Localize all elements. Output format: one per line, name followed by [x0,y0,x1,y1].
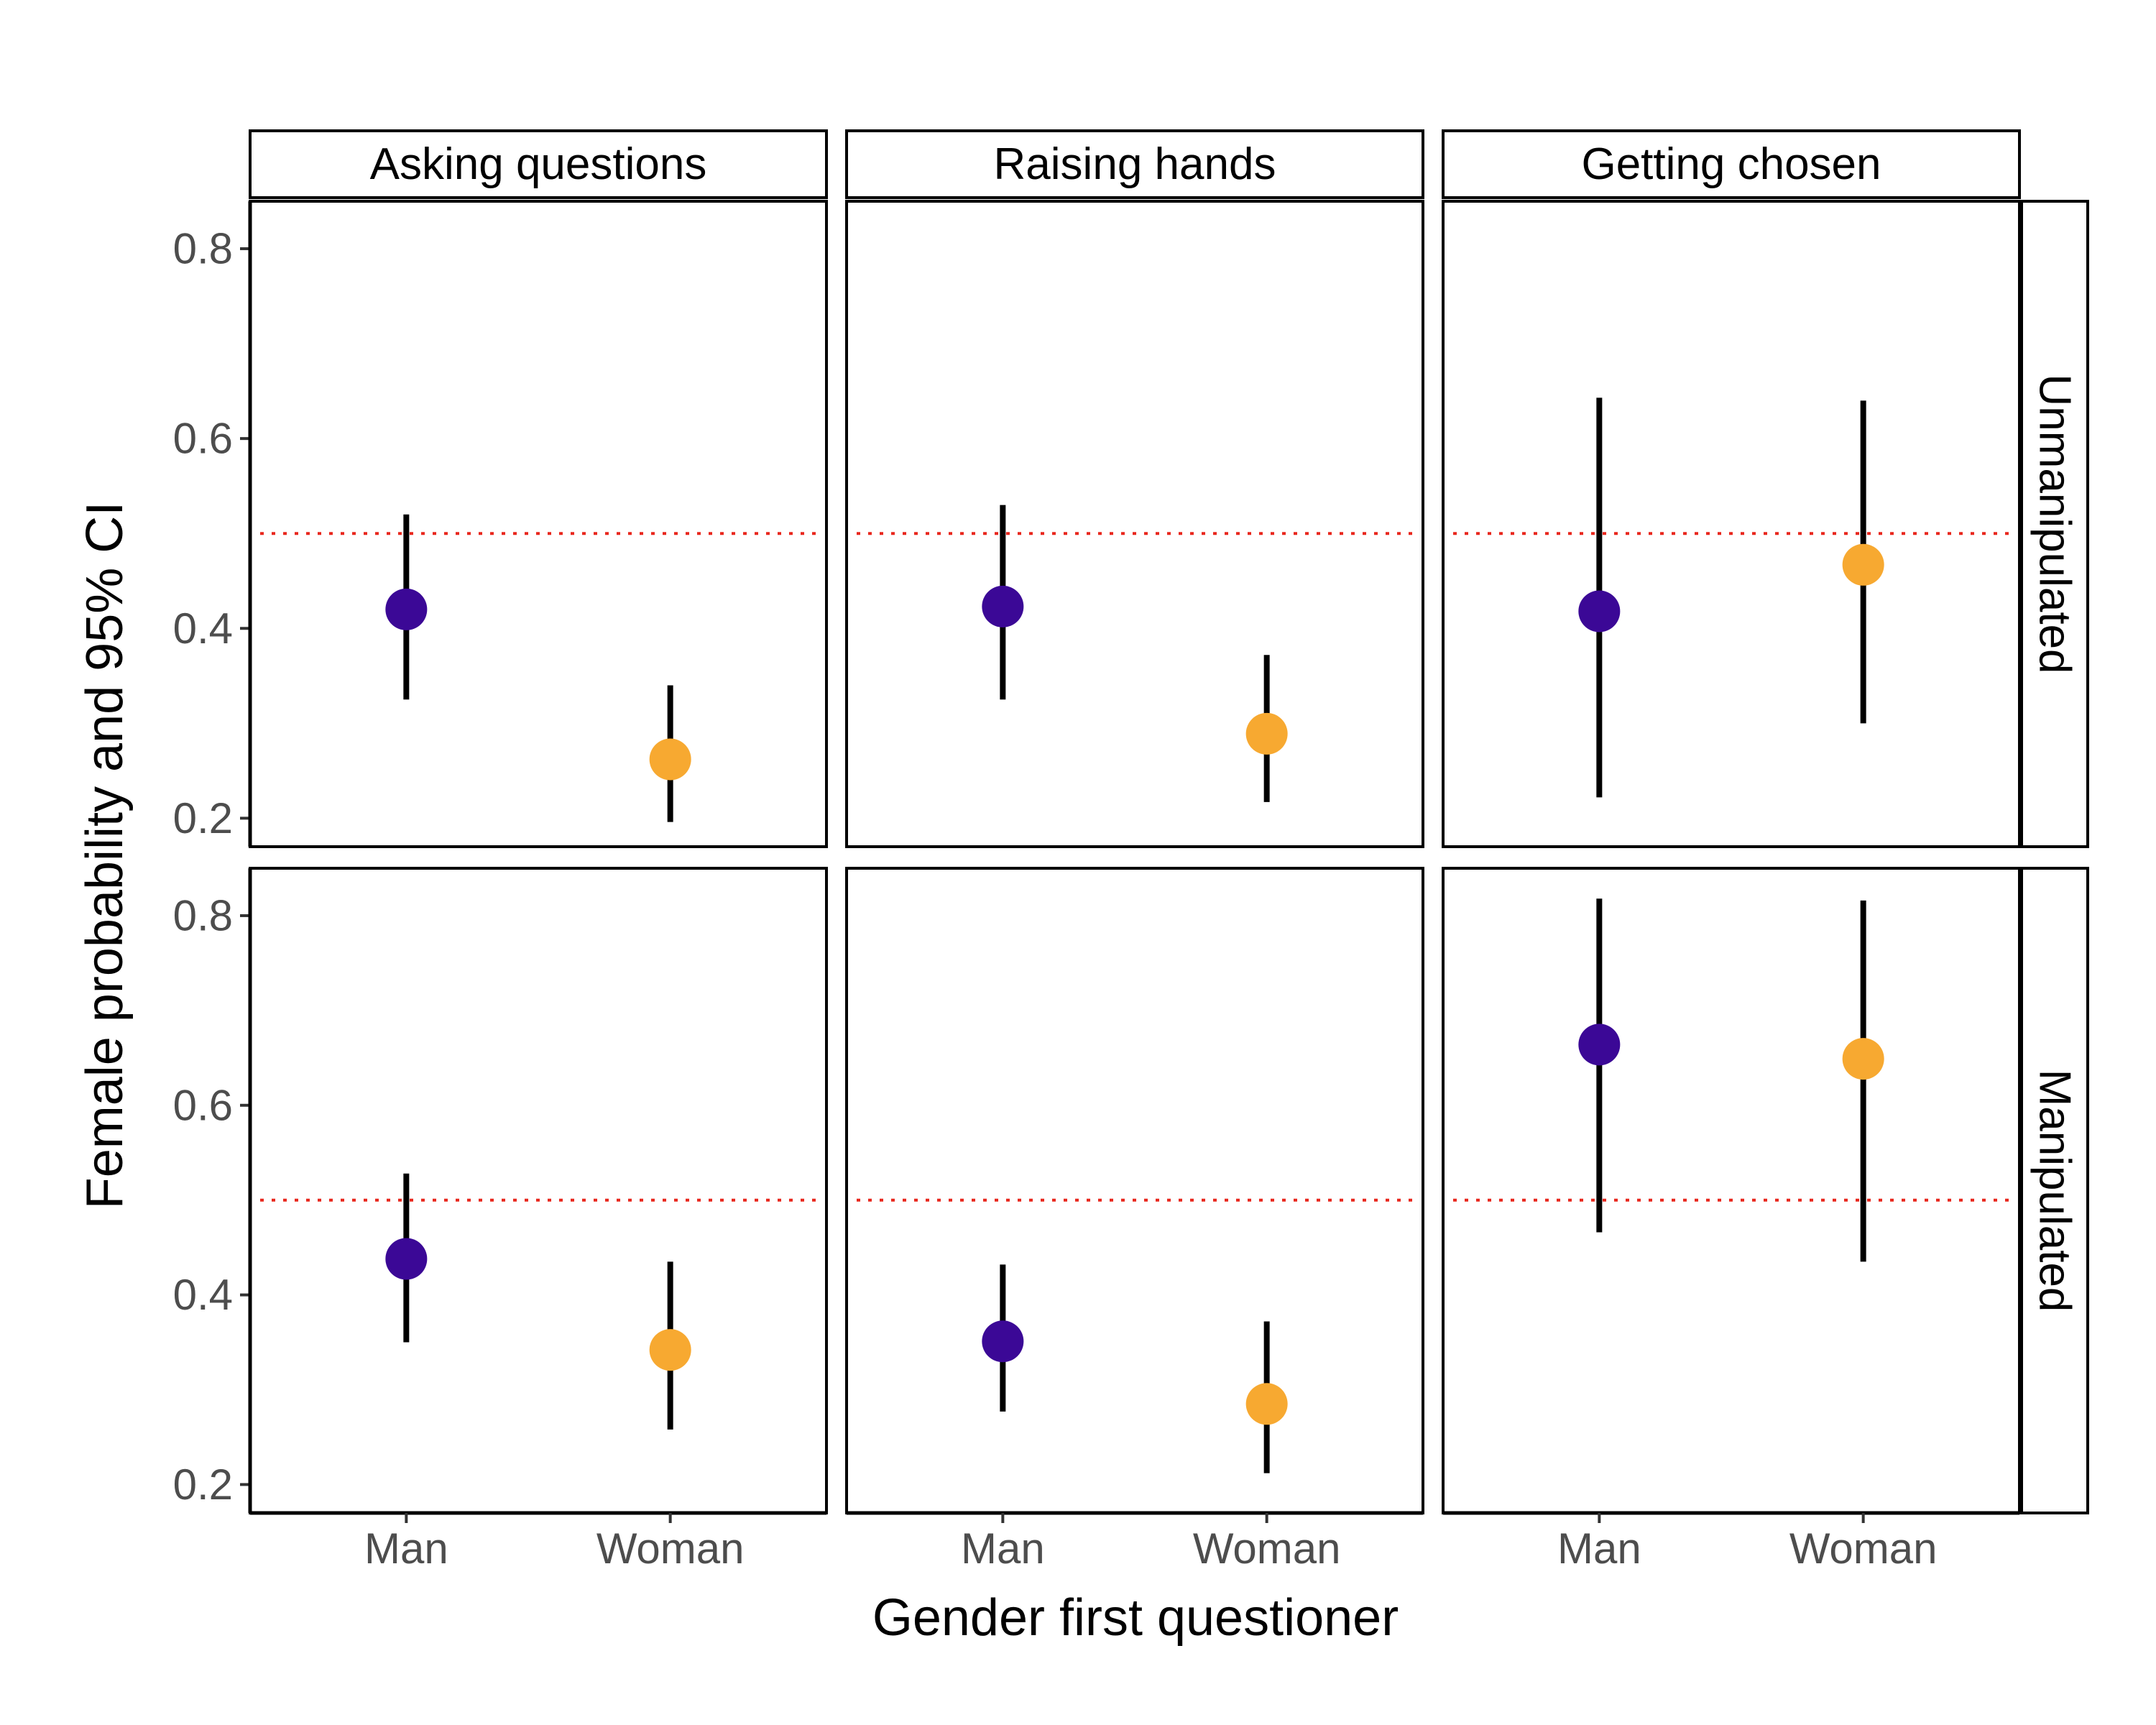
panel-getting-chosen-unmanipulated [1442,200,2021,848]
x-tick-label: Man [1557,1524,1641,1573]
point-woman [1842,1038,1884,1080]
col-strip-box [249,129,828,199]
y-tick-label: 0.8 [173,891,233,939]
y-tick-label: 0.2 [173,1460,233,1509]
panel-asking-questions-manipulated [249,867,828,1514]
x-tick-label: Man [364,1524,448,1573]
point-man [385,588,428,630]
point-man [1578,1024,1621,1066]
axes: 0.2 0.4 0.6 0.8 0.2 0.4 0.6 0.8 Man Woman Man Woman… [173,201,2019,1573]
y-axis-title: Female probability and 95% CI [76,502,134,1210]
row-strip-box [2020,200,2089,848]
panel-border [249,867,828,1514]
y-tick-label: 0.8 [173,225,233,273]
row-strip-label: Manipulated [2030,1070,2080,1312]
row-strip-label: Unmanipulated [2030,374,2080,673]
panels-layer [249,200,2021,1514]
panel-raising-hands-unmanipulated [845,200,1424,848]
panel-getting-chosen-manipulated [1442,867,2021,1514]
panel-border [1442,867,2021,1514]
panel-border [1442,200,2021,848]
point-woman [649,1329,691,1371]
point-man [982,585,1024,627]
col-strip-box [845,129,1424,199]
col-strip-box [1442,129,2021,199]
point-man [1578,590,1621,632]
x-tick-label: Woman [1789,1524,1938,1573]
panel-asking-questions-unmanipulated [249,200,828,848]
x-tick-label: Woman [1193,1524,1341,1573]
point-woman [1245,712,1288,755]
facet-strips: Unmanipulated Manipulated Asking questions… [249,129,2089,1514]
col-strip-label: Asking questions [370,139,707,189]
panel-raising-hands-manipulated [845,867,1424,1514]
col-strip-label: Getting chosen [1581,139,1881,189]
point-woman [1245,1383,1288,1425]
y-tick-label: 0.4 [173,604,233,653]
point-woman [649,738,691,781]
row-strip-box [2020,867,2089,1514]
panel-border [845,867,1424,1514]
panel-border [249,200,828,848]
col-strip-label: Raising hands [994,139,1276,189]
point-man [385,1238,428,1280]
point-man [982,1320,1024,1363]
y-tick-label: 0.6 [173,1081,233,1129]
y-tick-label: 0.4 [173,1271,233,1319]
x-tick-label: Woman [596,1524,745,1573]
x-tick-label: Man [961,1524,1045,1573]
y-tick-label: 0.6 [173,415,233,463]
x-axis-title: Gender first questioner [872,1589,1399,1647]
point-woman [1842,543,1884,586]
y-tick-label: 0.2 [173,794,233,842]
panel-border [845,200,1424,848]
